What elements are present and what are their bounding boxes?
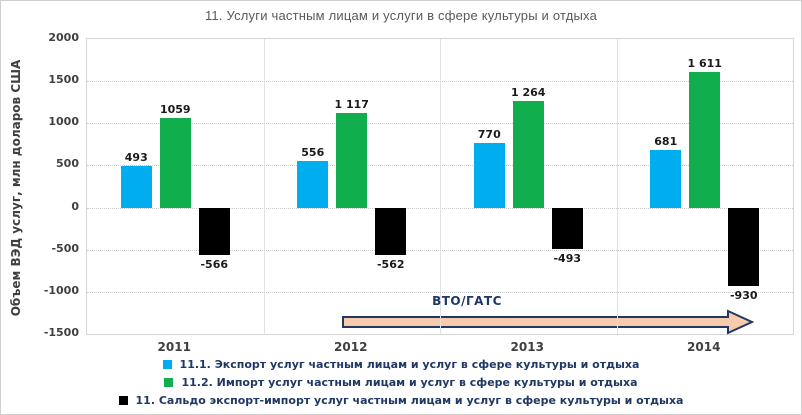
bar-2-2014: [689, 71, 721, 208]
bar-2-2012: [336, 113, 368, 208]
y-tick-label: 1500: [48, 73, 79, 87]
bar-label-2-2011: 1059: [159, 103, 191, 117]
bar-1-2014: [650, 150, 682, 208]
y-tick-label: 2000: [48, 31, 79, 44]
bar-2-2013: [512, 101, 544, 208]
category-divider: [440, 39, 441, 334]
annotation-wto-gats: ВТО/ГАТС: [432, 294, 502, 308]
bar-label-3-2012: -562: [376, 257, 405, 271]
y-tick-label: 500: [56, 157, 79, 171]
bar-label-3-2013: -493: [553, 252, 582, 266]
x-tick-label-2011: 2011: [157, 340, 191, 354]
category-divider: [263, 39, 265, 334]
legend-item-import: 11.2. Импорт услуг частным лицам и услуг…: [164, 375, 638, 389]
bar-3-2012: [375, 207, 407, 255]
bar-label-3-2011: -566: [200, 258, 229, 272]
x-tick-label-2014: 2014: [687, 340, 721, 354]
bar-1-2013: [473, 142, 505, 208]
bar-2-2011: [159, 118, 191, 208]
y-tick-label: -1000: [43, 283, 79, 297]
legend: 11.1. Экспорт услуг частным лицам и услу…: [1, 357, 801, 407]
chart-title: 11. Услуги частным лицам и услуги в сфер…: [204, 8, 598, 23]
y-tick-label: 1000: [48, 115, 79, 129]
bar-label-2-2013: 1 264: [511, 86, 546, 100]
y-tick-label: 0: [71, 199, 79, 213]
wto-gats-arrow-icon: [342, 309, 755, 335]
saldo-swatch-icon: [118, 395, 128, 405]
bar-label-3-2014: -930: [729, 288, 758, 302]
bar-1-2011: [120, 166, 152, 208]
import-swatch-icon: [164, 377, 174, 387]
bar-label-1-2011: 493: [124, 151, 148, 165]
arrow-shape: [342, 309, 755, 335]
bar-label-1-2012: 556: [301, 145, 325, 159]
bar-3-2013: [551, 207, 583, 250]
x-tick-label-2012: 2012: [334, 340, 368, 354]
x-tick-label-2013: 2013: [510, 340, 544, 354]
export-swatch-icon: [162, 359, 172, 369]
legend-item-saldo: 11. Сальдо экспорт-импорт услуг частным …: [118, 393, 684, 407]
bar-3-2014: [728, 207, 760, 286]
bar-3-2011: [198, 207, 230, 256]
bar-label-2-2012: 1 117: [334, 98, 369, 112]
bar-label-2-2014: 1 611: [687, 56, 722, 70]
legend-label-export: 11.1. Экспорт услуг частным лицам и услу…: [179, 357, 640, 371]
bar-label-1-2014: 681: [654, 135, 678, 149]
legend-item-export: 11.1. Экспорт услуг частным лицам и услу…: [162, 357, 640, 371]
y-tick-label: -1500: [43, 326, 79, 339]
legend-label-saldo: 11. Сальдо экспорт-импорт услуг частным …: [135, 393, 684, 407]
bar-label-1-2013: 770: [477, 127, 501, 141]
y-tick-label: -500: [51, 241, 79, 255]
bar-1-2012: [297, 160, 329, 208]
plot-area: 493 1059 -566 556 1 117 -562 770 1 264 -493 681 1 …: [86, 38, 794, 335]
category-divider: [616, 39, 618, 334]
legend-label-import: 11.2. Импорт услуг частным лицам и услуг…: [181, 375, 638, 389]
